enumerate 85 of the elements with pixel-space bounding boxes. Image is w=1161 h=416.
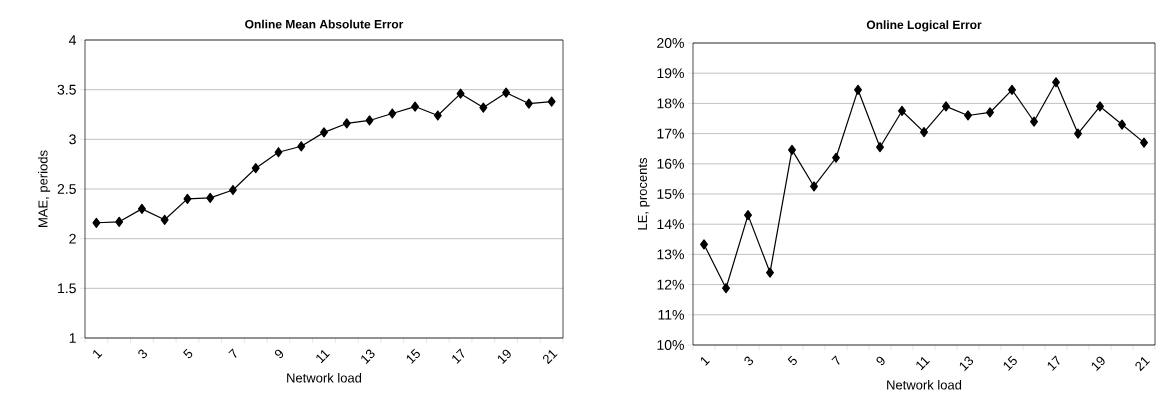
x-tick-label: 7: [228, 348, 237, 358]
point: [1074, 128, 1082, 139]
point: [320, 127, 328, 138]
x-tick-label: 11: [916, 356, 930, 371]
point: [1052, 77, 1060, 88]
point: [479, 102, 488, 113]
y-tick-label: 20%: [657, 38, 684, 48]
point: [766, 267, 774, 278]
point: [964, 110, 972, 121]
y-tick-label: 1.5: [58, 283, 76, 294]
point: [1008, 84, 1016, 95]
point: [547, 96, 556, 107]
y-tick-label: 12%: [657, 279, 684, 290]
y-tick-label: 19%: [657, 68, 684, 79]
y-tick-label: 4: [69, 35, 77, 45]
point: [1118, 119, 1126, 130]
point: [297, 141, 306, 152]
y-tick-label: 15%: [657, 189, 684, 199]
x-tick-label: 5: [787, 355, 797, 366]
point: [160, 214, 169, 225]
point: [137, 203, 146, 214]
x-tick-label: 9: [876, 356, 885, 366]
x-tick-label: 1: [700, 356, 710, 366]
point: [228, 184, 237, 196]
x-tick-label: 13: [959, 356, 974, 371]
x-tick-label: 7: [831, 355, 840, 365]
point: [1140, 137, 1148, 148]
point: [365, 115, 374, 126]
point: [986, 107, 994, 118]
point: [411, 101, 420, 112]
point: [524, 98, 533, 109]
x-tick-label: 21: [542, 350, 558, 365]
point: [502, 87, 511, 98]
point: [206, 192, 215, 204]
y-tick-label: 17%: [657, 128, 684, 139]
y-tick-label: 11%: [658, 309, 684, 320]
point: [115, 216, 124, 227]
x-axis-title: Network load: [287, 372, 362, 383]
point: [876, 142, 884, 153]
point: [700, 239, 708, 250]
point: [744, 210, 752, 221]
y-tick-label: 3: [69, 134, 76, 145]
point: [274, 147, 283, 158]
y-tick-label: 10%: [657, 340, 684, 350]
y-tick-label: 1: [69, 333, 76, 343]
y-tick-label: 3.5: [57, 84, 76, 95]
y-tick-label: 16%: [657, 158, 684, 169]
y-tick-label: 18%: [657, 98, 684, 109]
point: [456, 88, 465, 99]
x-tick-label: 15: [1003, 355, 1017, 371]
point: [92, 217, 101, 228]
point: [1030, 116, 1038, 127]
y-axis-title: MAE, periods: [38, 150, 51, 227]
x-tick-label: 11: [316, 349, 330, 364]
x-tick-label: 1: [93, 349, 103, 359]
x-tick-label: 5: [183, 348, 193, 359]
point: [810, 181, 818, 192]
chart-title: Online Mean Absolute Error: [245, 19, 404, 29]
point: [388, 108, 397, 119]
point: [251, 163, 260, 174]
y-tick-label: 2: [69, 233, 76, 244]
point: [832, 152, 840, 163]
x-tick-label: 19: [497, 349, 511, 364]
point: [722, 283, 730, 294]
x-axis-title: Network load: [887, 379, 962, 390]
y-tick-label: 14%: [657, 219, 684, 230]
point: [183, 193, 192, 205]
y-tick-label: 2.5: [57, 184, 76, 194]
point: [433, 110, 442, 121]
x-tick-label: 17: [1047, 355, 1060, 371]
x-tick-label: 19: [1091, 356, 1105, 371]
x-tick-label: 9: [274, 349, 284, 359]
x-tick-label: 15: [406, 348, 420, 364]
x-tick-label: 3: [138, 349, 147, 359]
x-tick-label: 17: [452, 348, 465, 364]
y-axis-title: LE, procents: [637, 157, 650, 230]
point: [1096, 101, 1104, 112]
x-tick-label: 3: [744, 356, 754, 366]
x-tick-label: 21: [1135, 357, 1150, 372]
point: [854, 84, 862, 95]
chart-title: Online Logical Error: [866, 20, 982, 32]
point: [342, 118, 351, 129]
x-tick-label: 13: [361, 349, 375, 364]
y-tick-label: 13%: [657, 249, 684, 260]
point: [942, 101, 950, 112]
